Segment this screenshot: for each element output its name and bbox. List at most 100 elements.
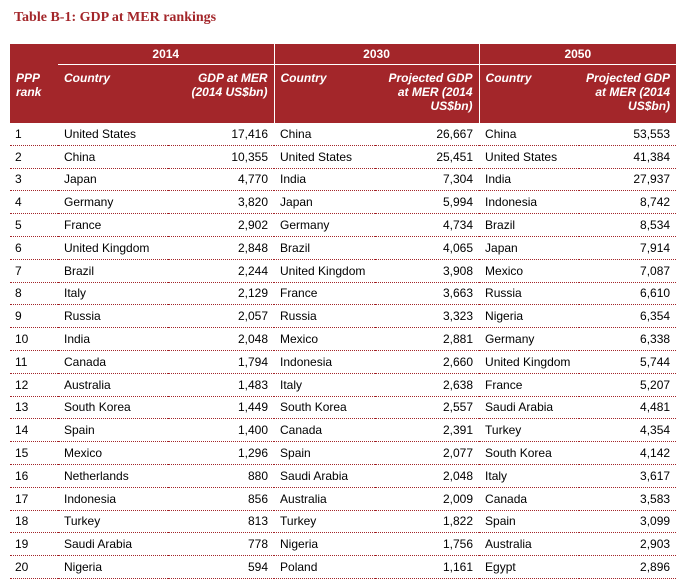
country-2014-cell: United States xyxy=(58,123,168,146)
country-2030-cell: India xyxy=(274,168,376,192)
country-2014-cell: Italy xyxy=(58,282,168,306)
table-row: 5 France 2,902 Germany 4,734 Brazil 8,534 xyxy=(10,213,677,237)
gdp-2050-cell: 7,914 xyxy=(579,236,677,260)
country-2050-cell: India xyxy=(479,168,580,192)
country-2014-cell: Canada xyxy=(58,350,168,374)
rank-cell: 15 xyxy=(10,441,58,465)
country-2030-cell: Russia xyxy=(274,304,376,329)
country-2050-cell: Turkey xyxy=(479,418,580,443)
country-2030-cell: Germany xyxy=(274,213,376,237)
table-row: 8 Italy 2,129 France 3,663 Russia 6,610 xyxy=(10,282,677,306)
gdp-2014-cell: 3,820 xyxy=(168,190,275,215)
country-2014-cell: Germany xyxy=(58,190,168,215)
country-2050-cell: France xyxy=(479,373,580,397)
gdp-2014-cell: 2,129 xyxy=(168,282,275,306)
gdp-2014-cell: 1,794 xyxy=(168,350,275,374)
gdp-2030-cell: 2,638 xyxy=(375,373,480,397)
rank-cell: 9 xyxy=(10,304,58,329)
country-2014-cell: France xyxy=(58,213,168,237)
country-2030-cell: Mexico xyxy=(274,327,376,351)
country-2050-cell: Brazil xyxy=(479,213,580,237)
gdp-2050-cell: 6,610 xyxy=(579,282,677,306)
gdp-2030-cell: 3,323 xyxy=(375,304,480,329)
country-2050-cell: Indonesia xyxy=(479,190,580,215)
table-row: 2 China 10,355 United States 25,451 United St… xyxy=(10,145,677,169)
country-2050-cell: Germany xyxy=(479,327,580,351)
rank-cell: 13 xyxy=(10,396,58,420)
country-2050-cell: United States xyxy=(479,145,580,169)
rank-cell: 8 xyxy=(10,282,58,306)
gdp-2030-cell: 1,756 xyxy=(375,532,480,557)
gdp-2030-cell: 3,663 xyxy=(375,282,480,306)
year-header-blank xyxy=(10,44,58,65)
gdp-2050-cell: 3,583 xyxy=(579,487,677,511)
gdp-2050-cell: 7,087 xyxy=(579,259,677,283)
col-header-country-2050: Country xyxy=(478,64,580,123)
gdp-2030-cell: 4,065 xyxy=(375,236,480,260)
gdp-2030-cell: 1,822 xyxy=(375,510,480,534)
gdp-2014-cell: 1,400 xyxy=(168,418,275,443)
table-row: 14 Spain 1,400 Canada 2,391 Turkey 4,354 xyxy=(10,418,677,443)
country-2030-cell: Saudi Arabia xyxy=(274,464,376,488)
country-2050-cell: Australia xyxy=(479,532,580,557)
col-header-gdp-2030: Projected GDP at MER (2014 US$bn) xyxy=(375,64,480,123)
country-2030-cell: Italy xyxy=(274,373,376,397)
table-row: 10 India 2,048 Mexico 2,881 Germany 6,338 xyxy=(10,327,677,351)
gdp-2050-cell: 5,207 xyxy=(579,373,677,397)
table-row: 6 United Kingdom 2,848 Brazil 4,065 Japan 7,91… xyxy=(10,236,677,260)
country-2014-cell: Mexico xyxy=(58,441,168,465)
gdp-2030-cell: 25,451 xyxy=(375,145,480,169)
country-2050-cell: China xyxy=(479,123,580,146)
country-2050-cell: Mexico xyxy=(479,259,580,283)
gdp-2050-cell: 27,937 xyxy=(579,168,677,192)
gdp-2014-cell: 2,244 xyxy=(168,259,275,283)
country-2050-cell: South Korea xyxy=(479,441,580,465)
gdp-2030-cell: 2,557 xyxy=(375,396,480,420)
gdp-2030-cell: 26,667 xyxy=(375,123,480,146)
table-row: 11 Canada 1,794 Indonesia 2,660 United Kingdo… xyxy=(10,350,677,374)
table-row: 18 Turkey 813 Turkey 1,822 Spain 3,099 xyxy=(10,510,677,534)
gdp-2030-cell: 2,009 xyxy=(375,487,480,511)
gdp-2014-cell: 880 xyxy=(168,464,275,488)
table-body: 1 United States 17,416 China 26,667 China 53,5… xyxy=(10,123,677,579)
country-2030-cell: United States xyxy=(274,145,376,169)
gdp-2014-cell: 856 xyxy=(168,487,275,511)
table-row: 15 Mexico 1,296 Spain 2,077 South Korea 4,142 xyxy=(10,441,677,465)
country-2014-cell: Indonesia xyxy=(58,487,168,511)
country-2030-cell: Nigeria xyxy=(274,532,376,557)
gdp-2050-cell: 3,099 xyxy=(579,510,677,534)
country-2030-cell: Indonesia xyxy=(274,350,376,374)
country-2014-cell: China xyxy=(58,145,168,169)
gdp-2030-cell: 2,077 xyxy=(375,441,480,465)
country-2050-cell: Egypt xyxy=(479,555,580,579)
gdp-2050-cell: 3,617 xyxy=(579,464,677,488)
country-2014-cell: United Kingdom xyxy=(58,236,168,260)
rank-cell: 16 xyxy=(10,464,58,488)
rank-cell: 2 xyxy=(10,145,58,169)
gdp-2014-cell: 17,416 xyxy=(168,123,275,146)
country-2050-cell: Canada xyxy=(479,487,580,511)
column-header-row: PPP rank Country GDP at MER (2014 US$bn)… xyxy=(10,64,677,123)
country-2030-cell: China xyxy=(274,123,376,146)
gdp-2030-cell: 2,048 xyxy=(375,464,480,488)
gdp-2050-cell: 4,142 xyxy=(579,441,677,465)
country-2030-cell: Canada xyxy=(274,418,376,443)
country-2030-cell: South Korea xyxy=(274,396,376,420)
gdp-2014-cell: 1,296 xyxy=(168,441,275,465)
year-header-row: 2014 2030 2050 xyxy=(10,44,677,65)
rank-cell: 11 xyxy=(10,350,58,374)
col-header-country-2014: Country xyxy=(58,64,168,123)
col-header-rank: PPP rank xyxy=(10,64,58,123)
gdp-2050-cell: 6,354 xyxy=(579,304,677,329)
rank-cell: 3 xyxy=(10,168,58,192)
country-2030-cell: Australia xyxy=(274,487,376,511)
country-2014-cell: Turkey xyxy=(58,510,168,534)
country-2030-cell: Brazil xyxy=(274,236,376,260)
country-2030-cell: Poland xyxy=(274,555,376,579)
table-title: Table B-1: GDP at MER rankings xyxy=(14,10,217,25)
table-row: 3 Japan 4,770 India 7,304 India 27,937 xyxy=(10,168,677,192)
gdp-2030-cell: 2,660 xyxy=(375,350,480,374)
gdp-2030-cell: 2,881 xyxy=(375,327,480,351)
rank-cell: 14 xyxy=(10,418,58,443)
table-row: 7 Brazil 2,244 United Kingdom 3,908 Mexico 7,0… xyxy=(10,259,677,283)
